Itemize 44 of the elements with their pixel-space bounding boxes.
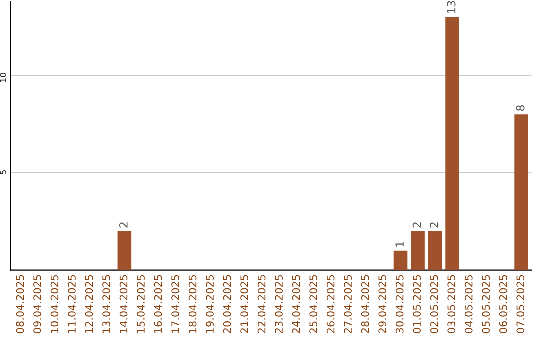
x-tick-label: 10.04.2025 — [50, 275, 59, 333]
data-label: 2 — [120, 222, 128, 228]
bar — [394, 250, 408, 270]
data-label: 2 — [430, 222, 438, 228]
x-tick-label: 21.04.2025 — [240, 275, 248, 334]
x-tick-label: 13.04.2025 — [102, 275, 110, 333]
x-tick-label: 14.04.2025 — [120, 275, 128, 333]
x-tick-label: 12.04.2025 — [85, 275, 94, 333]
y-tick-label: 10 — [0, 73, 6, 82]
bar — [411, 231, 425, 270]
x-tick-label: 16.04.2025 — [154, 275, 162, 333]
y-tick-label: 5 — [0, 170, 6, 174]
x-tick-label: 26.04.2025 — [326, 275, 335, 334]
x-tick-label: 02.05.2025 — [430, 275, 438, 334]
data-label: 8 — [516, 106, 525, 112]
x-tick-label: 28.04.2025 — [361, 275, 370, 334]
x-tick-label: 23.04.2025 — [275, 275, 283, 334]
x-tick-label: 01.05.2025 — [413, 275, 422, 334]
x-tick-label: 05.05.2025 — [482, 275, 490, 334]
x-tick-label: 29.04.2025 — [378, 275, 387, 334]
x-tick-label: 19.04.2025 — [206, 275, 214, 333]
data-label: 13 — [447, 1, 456, 14]
x-tick-label: 15.04.2025 — [137, 275, 145, 333]
bar — [446, 17, 460, 270]
x-tick-label: 22.04.2025 — [258, 275, 266, 334]
x-tick-label: 06.05.2025 — [499, 275, 508, 334]
x-tick-label: 25.04.2025 — [310, 275, 318, 334]
bar — [118, 231, 132, 270]
x-tick-label: 20.04.2025 — [223, 275, 232, 334]
bar — [514, 114, 528, 270]
data-label: 1 — [396, 242, 404, 247]
x-tick-label: 27.04.2025 — [344, 275, 352, 334]
x-tick-label: 08.04.2025 — [16, 275, 24, 334]
x-tick-label: 17.04.2025 — [172, 275, 180, 333]
x-tick-label: 09.04.2025 — [34, 275, 42, 334]
x-tick-label: 30.04.2025 — [396, 275, 404, 334]
x-tick-label: 24.04.2025 — [292, 275, 300, 334]
x-tick-label: 03.05.2025 — [448, 275, 456, 334]
x-tick-label: 11.04.2025 — [68, 275, 76, 333]
data-label: 2 — [412, 222, 422, 228]
bar — [428, 231, 442, 270]
x-tick-label: 04.05.2025 — [464, 275, 473, 334]
x-tick-label: 07.05.2025 — [516, 275, 525, 334]
x-tick-label: 18.04.2025 — [188, 275, 197, 333]
